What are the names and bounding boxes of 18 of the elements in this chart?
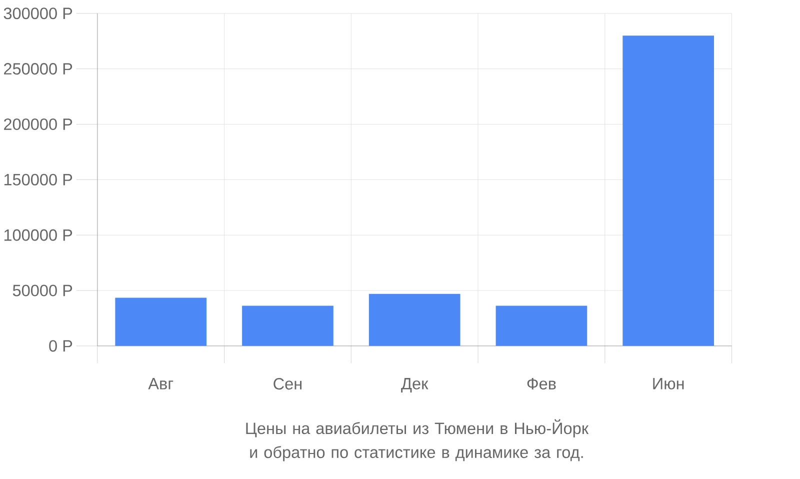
bar — [622, 36, 714, 346]
x-tick-label: Дек — [401, 378, 428, 392]
y-tick-label: 0 Р — [49, 340, 72, 352]
y-tick-label: 300000 Р — [4, 8, 72, 20]
bar — [368, 294, 460, 346]
bar — [242, 306, 334, 346]
x-tick-label: Июн — [653, 378, 684, 390]
bar — [496, 306, 588, 346]
y-tick-label: 250000 Р — [4, 63, 72, 75]
y-tick-label: 50000 Р — [12, 284, 72, 296]
x-tick-label: Фев — [527, 378, 556, 390]
y-tick-label: 200000 Р — [4, 118, 72, 130]
y-tick-label: 100000 Р — [4, 229, 72, 241]
y-tick-label: 150000 Р — [4, 174, 72, 186]
x-tick-label: Авг — [148, 378, 174, 390]
bar — [115, 298, 207, 346]
x-tick-label: Сен — [274, 378, 302, 390]
text: Цены на авиабилеты из Тюмени в Нью-Йорк и обратно по статистике в динамике за год. — [246, 419, 589, 462]
